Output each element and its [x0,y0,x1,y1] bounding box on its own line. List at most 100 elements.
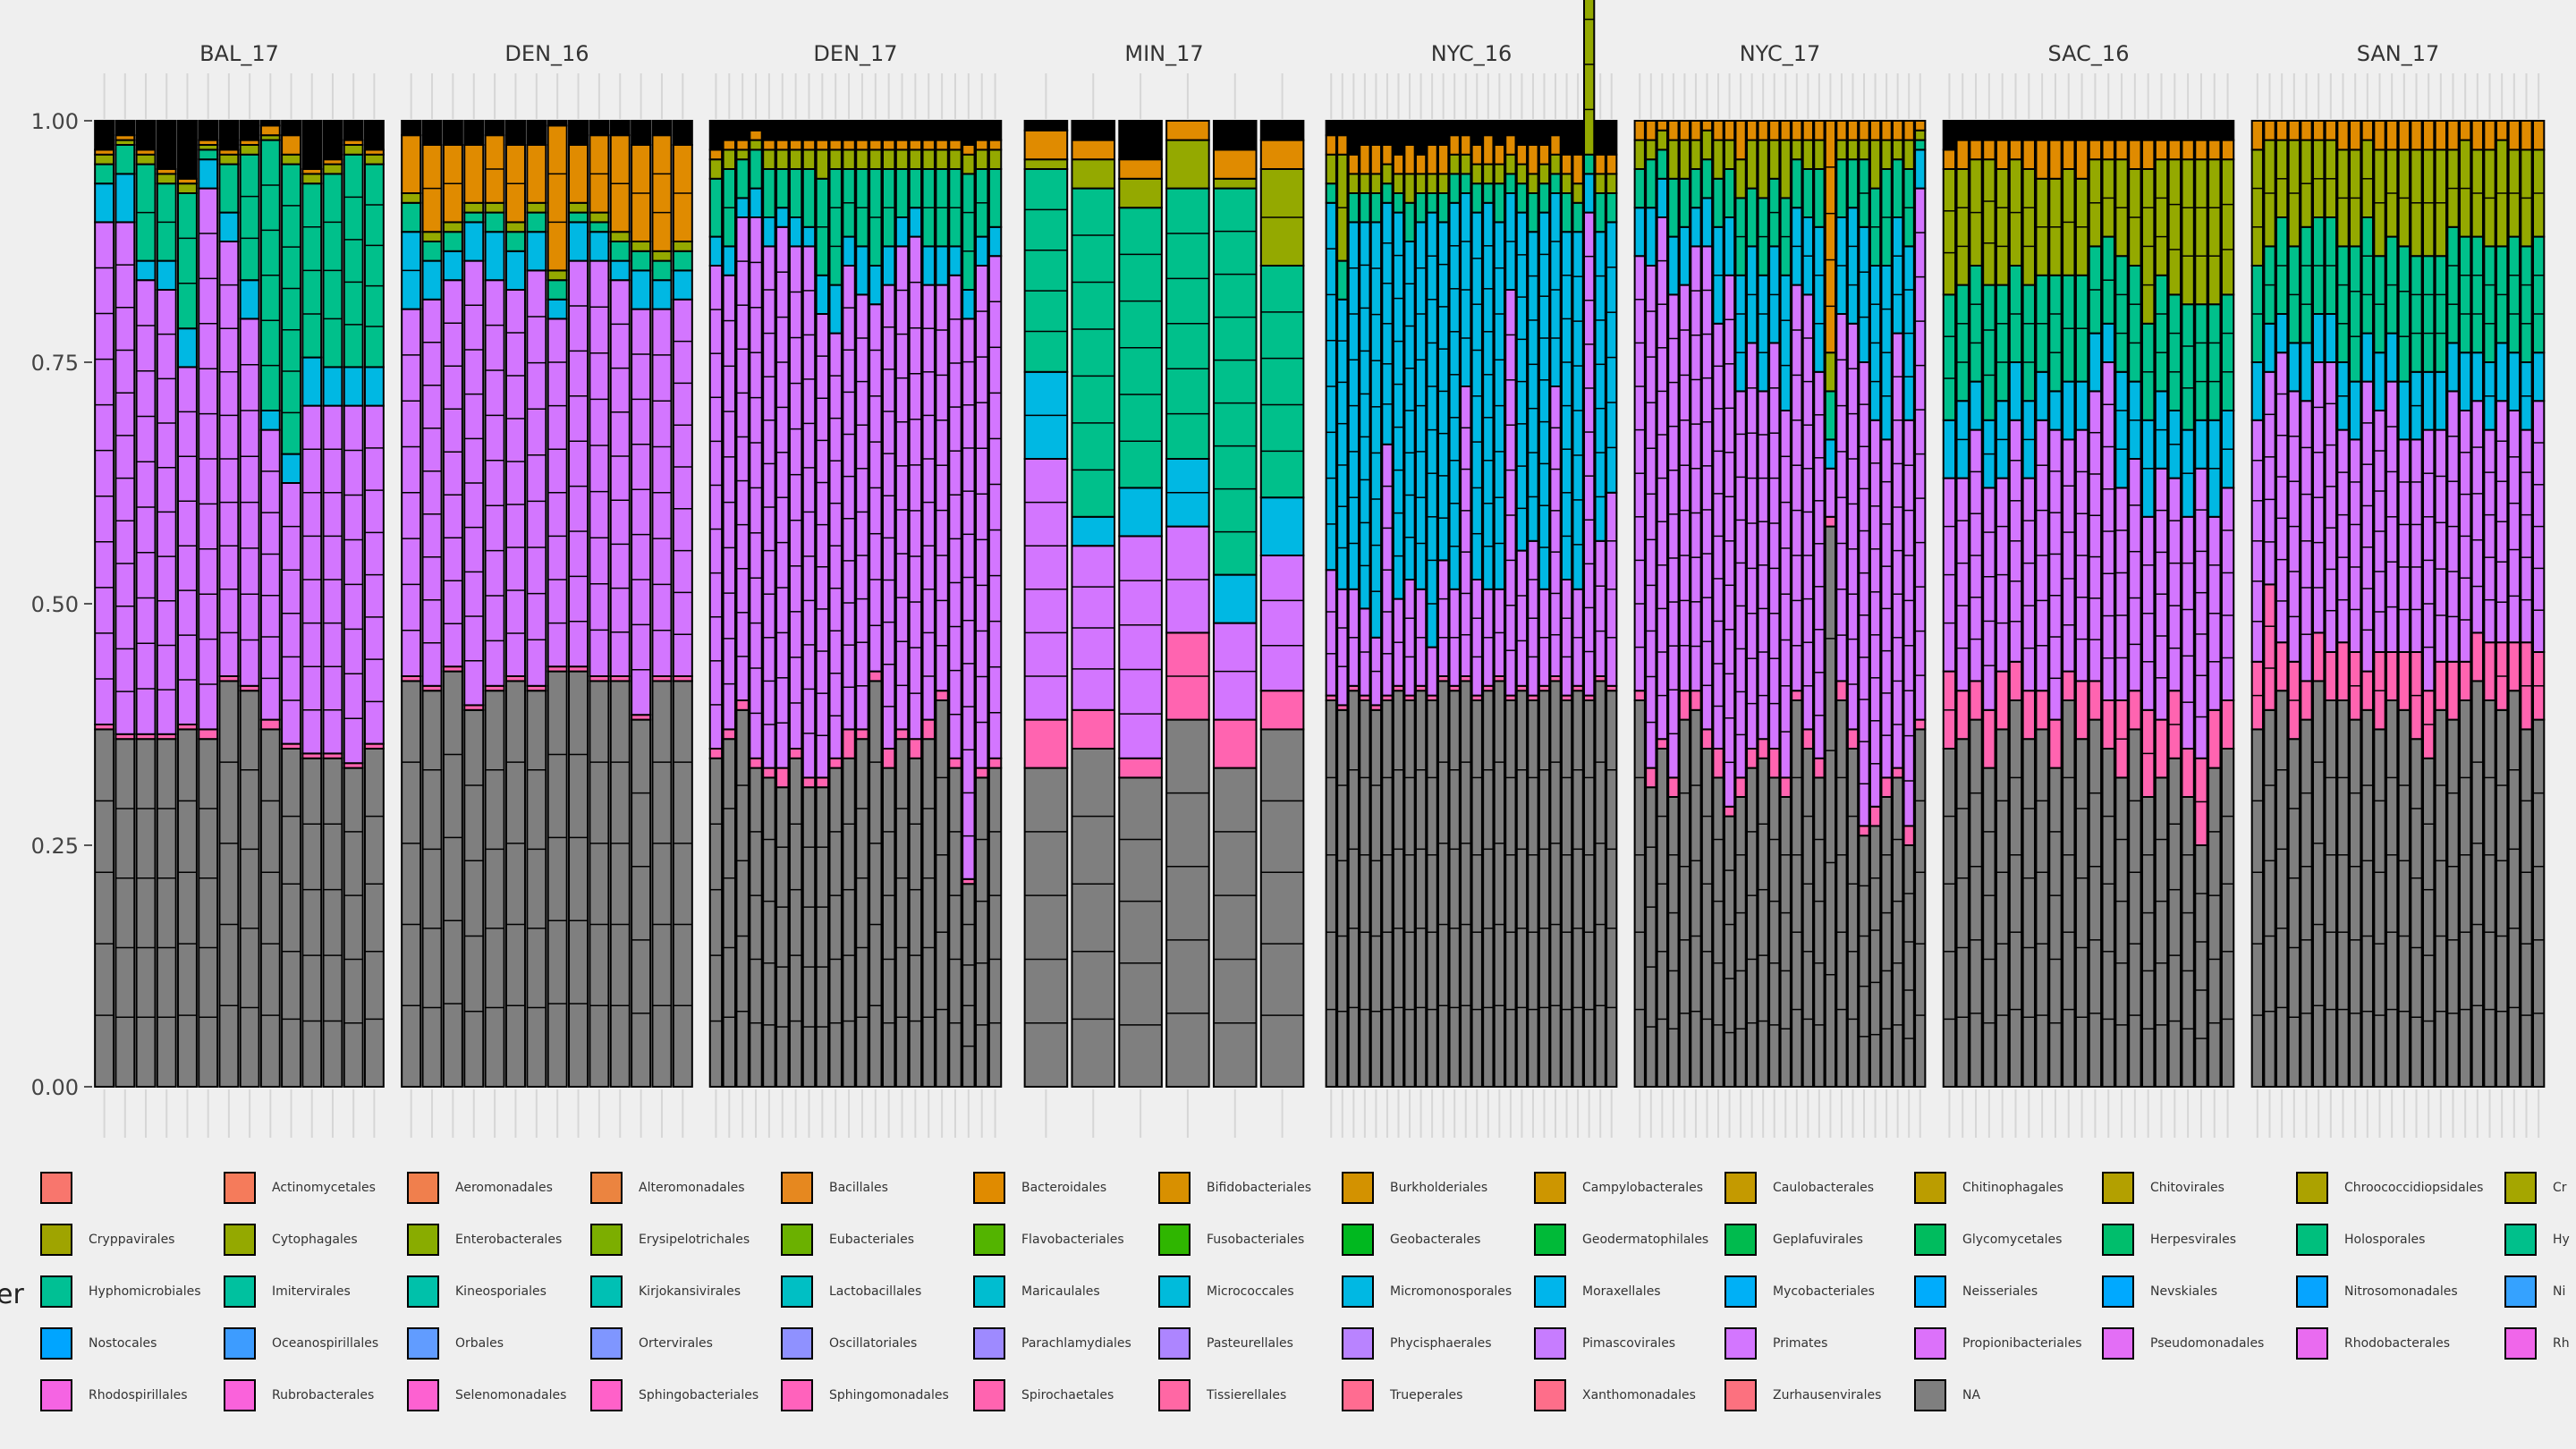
bar-segment-olive [1633,139,1646,171]
bar-segment-na [1892,776,1904,1089]
stacked-bar [2483,120,2496,1088]
bar-segment-na [1538,690,1551,1088]
bar-segment-green [2128,265,2142,383]
bar-segment-na [842,757,856,1088]
bar-segment-green [1846,158,1860,209]
bar-segment-magenta [1813,370,1826,759]
stacked-bar [114,120,136,1088]
stacked-bar [463,120,485,1088]
bar-segment-na [1212,767,1258,1088]
legend-entry: Nostocales [40,1326,157,1361]
bar-segment-green [1813,168,1826,228]
legend-entry: Geodermatophilales [1534,1222,1708,1258]
bar-segment-na [1504,699,1517,1088]
bar-segment-magenta [2470,400,2484,634]
bar-segment-cyan [1824,438,1837,470]
bar-segment-pink [2446,660,2460,721]
stacked-bar [1359,120,1371,1088]
legend-swatch [2504,1327,2537,1360]
bar-segment-olive [1606,173,1618,194]
bar-segment-na [547,670,568,1088]
bar-segment-na [722,738,736,1088]
bar-segment-green [1583,153,1596,175]
bar-segment-minor [948,120,962,141]
bar-segment-minor [1336,120,1349,137]
bar-segment-olive [855,148,869,170]
bar-segment-orange [2422,120,2436,151]
bar-segment-pink [2263,583,2276,711]
bar-segment-olive [1982,158,1996,286]
bar-segment-cyan [239,279,260,320]
bar-segment-na [2360,708,2374,1088]
bar-segment-orange [1336,134,1349,156]
bar-segment-green [1369,192,1383,224]
bar-segment-magenta [2410,438,2423,653]
stacked-bar [1996,120,2010,1089]
bar-segment-cyan [1527,231,1539,542]
bar-segment-pink [1902,825,1915,847]
legend-entry: Oceanospirillales [224,1326,378,1361]
bar-segment-olive [975,148,989,170]
bar-segment-orange [2250,120,2264,151]
legend-label: Tissierellales [1207,1388,1287,1402]
bar-segment-olive [218,153,240,165]
bar-segment-green [1645,158,1657,209]
bar-segment-cyan [1757,274,1769,393]
bar-segment-cyan [1779,274,1792,411]
stacked-bar [1071,120,1116,1088]
stacked-bar [609,120,631,1089]
bar-segment-green [1801,168,1814,218]
bar-segment-orange [1996,139,2010,171]
bar-segment-olive [1667,139,1680,180]
bar-segment-orange [2336,120,2350,151]
bar-segment-minor [2088,120,2103,141]
bar-segment-pink [1955,690,1970,741]
bar-segment-orange [1858,120,1870,141]
stacked-bar [1606,120,1618,1088]
bar-segment-minor [363,120,385,151]
bar-segment-magenta [908,235,923,741]
legend-entry: Sphingobacteriales [590,1377,758,1413]
bar-segment-orange [2324,120,2337,141]
bar-segment-orange [1403,144,1416,175]
bar-segment-na [1690,708,1702,1088]
legend-entry: Moraxellales [1534,1274,1661,1309]
legend-swatch [1724,1172,1757,1204]
legend-swatch [2296,1172,2328,1204]
bar-segment-minor [842,120,856,141]
bar-segment-minor [881,120,896,141]
bar-segment-green [1572,201,1584,233]
stacked-bar [589,120,610,1089]
bar-segment-na [672,680,693,1089]
bar-segment-na [2128,728,2142,1089]
legend-swatch [781,1327,813,1360]
bar-segment-minor [156,120,177,170]
bar-segment-green [908,168,923,209]
bar-segment-green [2349,245,2362,383]
bar-segment-orange [1572,153,1584,185]
bar-segment-olive [1914,129,1927,141]
bar-segment-minor [1996,120,2010,141]
bar-segment-cyan [94,182,115,224]
bar-segment-olive [1768,139,1781,180]
bar-segment-na [2154,776,2169,1089]
bar-segment-olive [762,148,776,170]
facet-strip-label: MIN_17 [1124,41,1203,66]
bar-segment-pink [2181,748,2195,798]
bar-segment-orange [281,134,301,156]
bar-segment-magenta [609,279,631,677]
bar-segment-olive [842,148,856,170]
bar-segment-orange [1448,134,1461,156]
stacked-bar [2434,120,2447,1088]
bar-segment-orange [1969,139,1983,161]
bar-segment-olive [442,221,463,233]
stacked-bar [301,120,323,1088]
bar-segment-orange [1259,139,1305,171]
stacked-bar [1538,120,1551,1088]
bar-segment-orange [2532,120,2546,151]
bar-segment-orange [1914,120,1927,131]
bar-segment-orange [1690,120,1702,141]
bar-segment-orange [2520,120,2533,151]
bar-segment-cyan [735,197,750,218]
bar-segment-olive [1824,352,1837,393]
